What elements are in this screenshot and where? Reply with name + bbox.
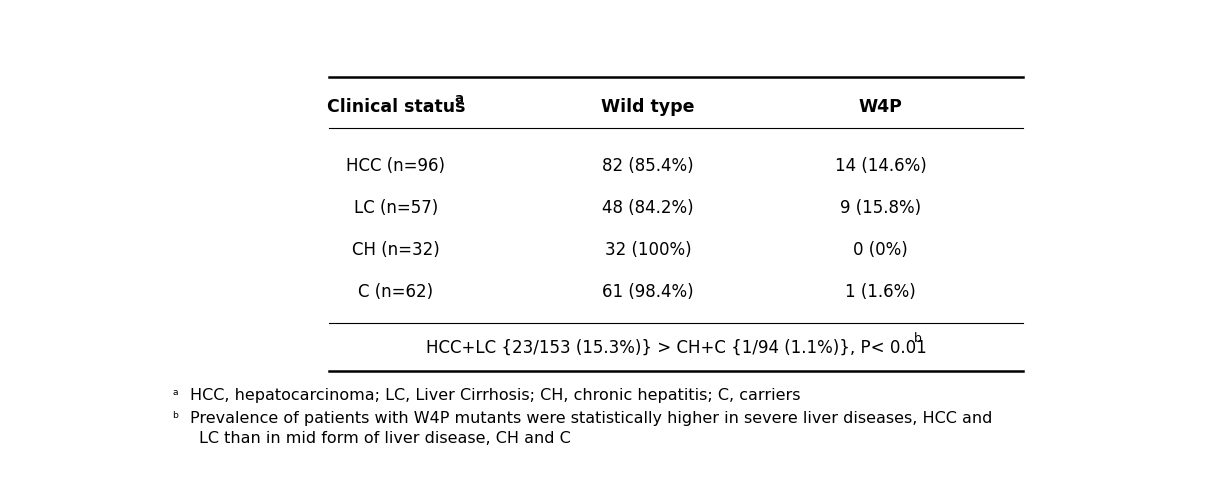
Text: Prevalence of patients with W4P mutants were statistically higher in severe live: Prevalence of patients with W4P mutants … — [189, 411, 991, 426]
Text: 1 (1.6%): 1 (1.6%) — [845, 284, 917, 302]
Text: 32 (100%): 32 (100%) — [605, 242, 691, 259]
Text: a: a — [455, 92, 464, 105]
Text: C (n=62): C (n=62) — [358, 284, 433, 302]
Text: Clinical status: Clinical status — [326, 98, 465, 116]
Text: 9 (15.8%): 9 (15.8%) — [840, 199, 921, 217]
Text: 61 (98.4%): 61 (98.4%) — [602, 284, 693, 302]
Text: LC (n=57): LC (n=57) — [353, 199, 438, 217]
Text: 48 (84.2%): 48 (84.2%) — [602, 199, 693, 217]
Text: b: b — [914, 332, 921, 345]
Text: LC than in mid form of liver disease, CH and C: LC than in mid form of liver disease, CH… — [199, 431, 571, 446]
Text: CH (n=32): CH (n=32) — [352, 242, 439, 259]
Text: ᵃ: ᵃ — [172, 388, 178, 403]
Text: HCC, hepatocarcinoma; LC, Liver Cirrhosis; CH, chronic hepatitis; C, carriers: HCC, hepatocarcinoma; LC, Liver Cirrhosi… — [189, 388, 800, 403]
Text: HCC (n=96): HCC (n=96) — [346, 157, 445, 176]
Text: Wild type: Wild type — [601, 98, 694, 116]
Text: ᵇ: ᵇ — [172, 411, 179, 426]
Text: 14 (14.6%): 14 (14.6%) — [834, 157, 926, 176]
Text: HCC+LC {23/153 (15.3%)} > CH+C {1/94 (1.1%)}, P< 0.01: HCC+LC {23/153 (15.3%)} > CH+C {1/94 (1.… — [426, 339, 926, 357]
Text: 0 (0%): 0 (0%) — [854, 242, 908, 259]
Text: W4P: W4P — [859, 98, 903, 116]
Text: 82 (85.4%): 82 (85.4%) — [602, 157, 693, 176]
